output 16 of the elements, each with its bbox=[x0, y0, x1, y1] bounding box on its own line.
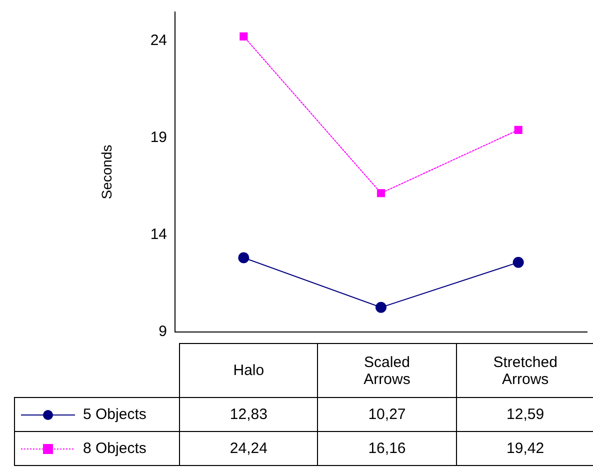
x-tick-label: Stretched Arrows bbox=[456, 344, 593, 398]
y-tick-label: 9 bbox=[158, 323, 167, 340]
y-tick-label: 19 bbox=[150, 129, 167, 146]
data-label: 16,16 bbox=[318, 432, 456, 466]
data-label: 12,83 bbox=[180, 398, 318, 432]
legend-label: 5 Objects bbox=[83, 406, 146, 424]
x-tick-label: Halo bbox=[180, 344, 318, 398]
x-tick-label: Scaled Arrows bbox=[318, 344, 456, 398]
y-tick-label: 14 bbox=[150, 226, 167, 244]
data-label: 10,27 bbox=[318, 398, 456, 432]
data-label: 24,24 bbox=[180, 432, 318, 466]
data-label: 12,59 bbox=[456, 398, 593, 432]
y-tick-label: 24 bbox=[150, 32, 167, 50]
y-axis-title: Seconds bbox=[98, 144, 114, 200]
legend-label: 8 Objects bbox=[83, 440, 146, 458]
data-label: 19,42 bbox=[456, 432, 593, 466]
